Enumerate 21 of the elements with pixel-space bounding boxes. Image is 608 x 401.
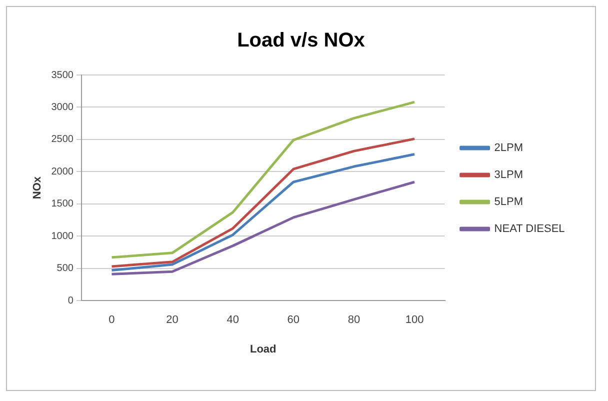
y-axis-title: NOx <box>32 176 44 200</box>
x-tick-label: 60 <box>287 314 300 326</box>
x-axis-title: Load <box>250 343 276 356</box>
legend-label: 5LPM <box>494 196 524 208</box>
chart-title: Load v/s NOx <box>237 30 365 52</box>
y-tick-label: 500 <box>56 263 74 274</box>
x-tick-label: 80 <box>348 314 360 326</box>
x-tick-label: 0 <box>108 314 115 326</box>
x-tick-label: 100 <box>405 314 424 326</box>
y-tick-label: 0 <box>68 295 74 306</box>
y-tick-label: 1000 <box>51 230 74 242</box>
legend-label: 2LPM <box>494 142 524 154</box>
y-tick-label: 3500 <box>51 70 74 81</box>
y-tick-label: 2000 <box>51 166 74 178</box>
y-tick-label: 1500 <box>51 198 74 210</box>
y-tick-label: 3000 <box>51 102 74 113</box>
legend-label: NEAT DIESEL <box>494 223 565 236</box>
legend-label: 3LPM <box>494 169 524 182</box>
y-tick-label: 2500 <box>51 134 74 146</box>
x-tick-label: 40 <box>226 314 239 326</box>
x-tick-label: 20 <box>166 314 178 326</box>
